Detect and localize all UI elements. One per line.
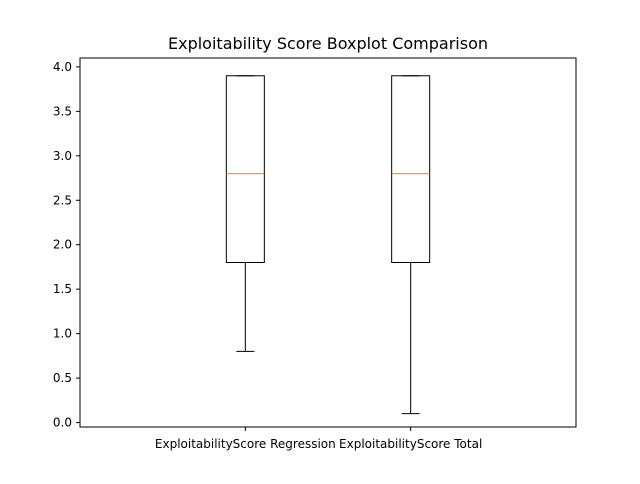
boxes-group [225,75,431,415]
y-tick-label: 3.0 [53,149,72,163]
box-2 [391,75,431,415]
y-tick-label: 2.0 [53,238,72,252]
y-tick-label: 0.0 [53,416,72,430]
y-axis: 0.0 0.5 1.0 1.5 2.0 2.5 3.0 3.5 4.0 [53,60,80,430]
iqr-box [225,75,265,264]
y-tick-label: 3.5 [53,104,72,118]
y-tick-label: 2.5 [53,193,72,207]
plot-frame [79,57,577,428]
y-tick-label: 1.5 [53,282,72,296]
box-1 [225,75,265,352]
y-tick-label: 0.5 [53,371,72,385]
y-tick-label: 1.0 [53,327,72,341]
x-axis: ExploitabilityScore Regression Exploitabi… [155,427,482,451]
y-tick-label: 4.0 [53,60,72,74]
chart-title: Exploitability Score Boxplot Comparison [168,34,488,53]
x-tick-label: ExploitabilityScore Total [339,437,482,451]
x-tick-label: ExploitabilityScore Regression [155,437,336,451]
iqr-box [391,75,431,264]
